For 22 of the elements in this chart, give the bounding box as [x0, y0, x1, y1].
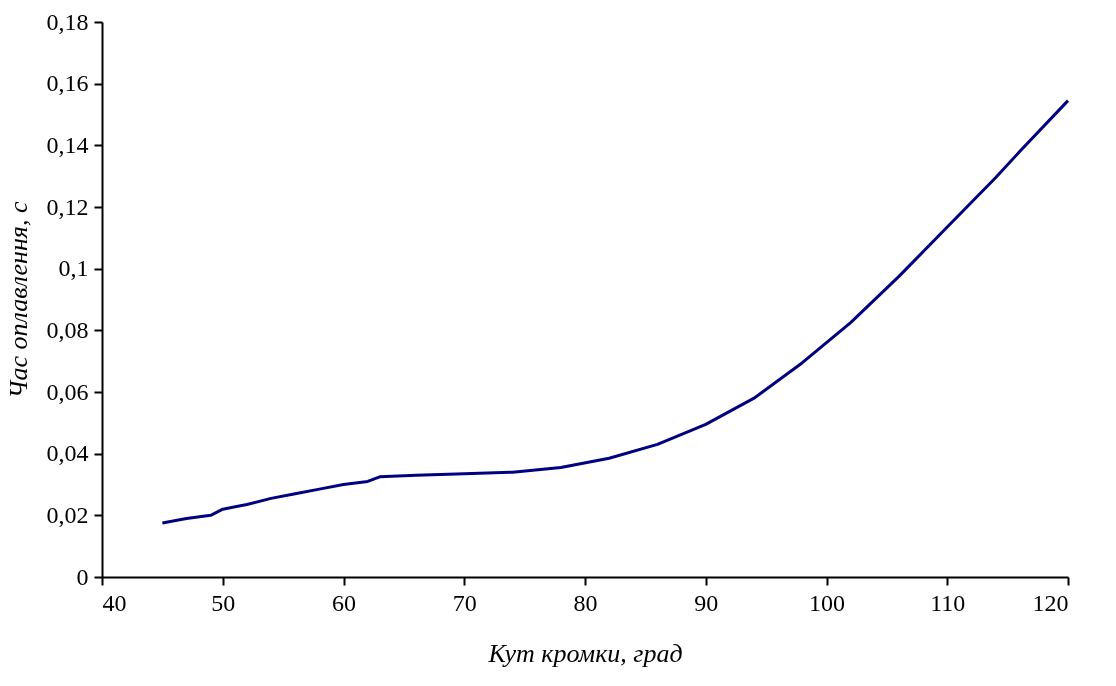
y-tick-label: 0,06: [46, 378, 89, 405]
y-tick-label: 0,02: [46, 501, 89, 528]
y-tick-label: 0,08: [46, 316, 89, 343]
y-tick-label: 0,12: [46, 193, 89, 220]
y-tick-label: 0,1: [58, 255, 89, 282]
x-tick-label: 40: [102, 589, 127, 616]
x-tick-label: 90: [694, 589, 719, 616]
x-tick-label: 50: [211, 589, 236, 616]
y-tick-label: 0,14: [46, 131, 89, 158]
x-tick-label: 110: [930, 589, 966, 616]
y-tick-label: 0: [76, 563, 89, 590]
x-tick-label: 70: [452, 589, 477, 616]
x-tick-label: 60: [332, 589, 356, 616]
y-tick-label: 0,16: [46, 70, 89, 97]
x-tick-label: 120: [1032, 589, 1069, 616]
y-tick-label: 0,04: [46, 440, 89, 467]
x-tick-label: 100: [809, 589, 845, 616]
y-tick-label: 0,18: [46, 8, 89, 35]
x-tick-label: 80: [573, 589, 598, 616]
line-series: [160, 99, 1070, 525]
x-axis-title: Кут кромки, град: [487, 638, 683, 668]
y-axis-title: Час оплавлення, с: [3, 201, 33, 399]
